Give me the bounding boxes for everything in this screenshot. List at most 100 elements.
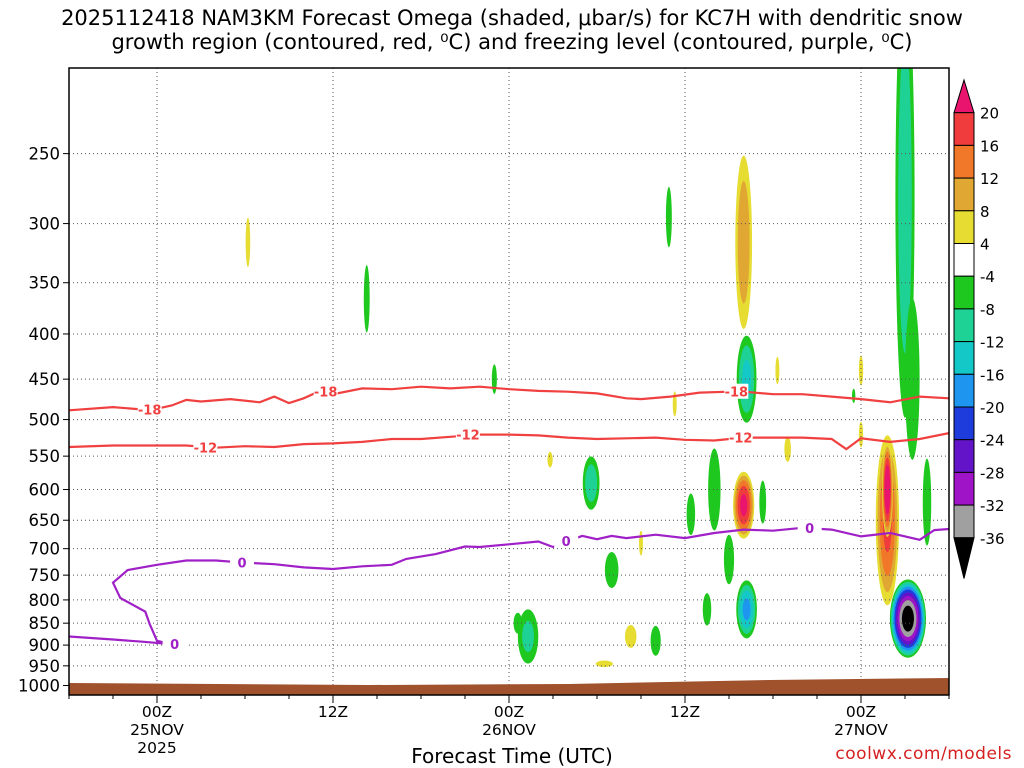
contour-line-0 — [69, 526, 949, 646]
y-tick-label: 350 — [29, 274, 61, 293]
omega-cell-9-0 — [624, 625, 637, 648]
y-tick-label: 600 — [29, 481, 61, 500]
colorbar-label: 20 — [980, 105, 999, 123]
x-tick-label: 12Z — [670, 703, 700, 721]
contour-label--18: -18 — [725, 386, 749, 401]
contour-label-bg-2-3 — [797, 519, 822, 535]
contour-label-0: 0 — [170, 638, 179, 653]
y-tick-label: 450 — [29, 370, 61, 389]
x-tick-label: 25NOV — [130, 721, 184, 739]
omega-cell-13-0 — [672, 391, 677, 417]
contour-label--12: -12 — [729, 432, 753, 447]
y-tick-label: 250 — [29, 145, 61, 164]
omega-cell-6-1 — [585, 464, 598, 502]
omega-cell-21-3 — [742, 598, 751, 621]
contour-label--12: -12 — [456, 429, 480, 444]
y-tick-label: 750 — [29, 566, 61, 585]
omega-cell-2-0 — [491, 364, 497, 394]
omega-cell-25-0 — [851, 388, 856, 403]
colorbar: 20 16 12 8 4 -4 -8 -12 -16 -20 -24 -28 -32 -36 — [953, 78, 1005, 579]
contour-label-bg-1-2 — [728, 429, 753, 445]
y-tick-label: 550 — [29, 447, 61, 466]
colorbar-swatch — [953, 439, 975, 473]
contour-label-0: 0 — [238, 557, 247, 572]
omega-cell-16-0 — [702, 593, 712, 626]
y-tick-label: 850 — [29, 614, 61, 633]
ground-terrain — [69, 678, 949, 695]
colorbar-swatch — [953, 308, 975, 343]
contour-label-0: 0 — [562, 535, 571, 550]
omega-cell-18-1 — [737, 180, 750, 304]
colorbar-label: 16 — [980, 137, 999, 155]
contour-label--12: -12 — [194, 442, 218, 457]
colorbar-swatch — [953, 210, 975, 245]
omega-cell-24-0 — [784, 436, 791, 462]
x-tick-label: 2025 — [137, 739, 176, 757]
colorbar-label: -16 — [980, 366, 1005, 384]
y-tick-label: 700 — [29, 540, 61, 559]
contour-label-bg-0-2 — [724, 383, 749, 399]
colorbar-label: 8 — [980, 203, 990, 221]
x-tick-label: 00Z — [494, 703, 524, 721]
x-tick-label: 26NOV — [482, 721, 536, 739]
colorbar-swatch — [953, 112, 975, 146]
colorbar-swatch — [953, 373, 975, 408]
colorbar-swatch — [953, 243, 975, 277]
y-axis: 250 300 350 400 450 500 550 600 650 700 750 800 850 9… — [18, 145, 69, 696]
colorbar-swatch — [953, 144, 975, 179]
omega-cell-14-0 — [686, 493, 696, 536]
contour-label-bg-1-1 — [455, 426, 480, 442]
omega-cell-22-0 — [759, 480, 767, 524]
chart-title-line1: 2025112418 NAM3KM Forecast Omega (shaded… — [61, 6, 963, 30]
credit-link[interactable]: coolwx.com/models — [835, 744, 1012, 764]
omega-cell-5-1 — [522, 620, 534, 653]
grid-lines — [69, 68, 949, 695]
contour-label--18: -18 — [314, 386, 338, 401]
terrain-fill — [69, 678, 949, 695]
contour-label-bg-1-0 — [193, 439, 218, 455]
colorbar-label: -4 — [980, 268, 995, 286]
contour-label-bg-0-1 — [313, 383, 338, 399]
y-tick-label: 650 — [29, 511, 61, 530]
omega-shading-layer — [245, 68, 932, 668]
colorbar-cap-top — [953, 78, 975, 114]
omega-cell-32-0 — [905, 298, 920, 460]
colorbar-swatch — [953, 177, 975, 212]
y-tick-label: 300 — [29, 215, 61, 234]
colorbar-label: -20 — [980, 399, 1005, 417]
colorbar-label: -36 — [980, 530, 1005, 548]
colorbar-swatch — [953, 471, 975, 506]
omega-cell-12-0 — [665, 186, 672, 248]
y-tick-label: 800 — [29, 591, 61, 610]
omega-cell-0-0 — [245, 217, 251, 267]
contour-label-bg-2-2 — [162, 636, 187, 652]
omega-cell-33-0 — [922, 458, 932, 546]
omega-cell-4-0 — [547, 451, 553, 468]
x-tick-label: 12Z — [318, 703, 348, 721]
contour-label-0: 0 — [805, 522, 814, 537]
y-tick-label: 1000 — [18, 677, 60, 696]
y-tick-label: 950 — [29, 657, 61, 676]
contour-label--18: -18 — [138, 403, 162, 418]
colorbar-label: -32 — [980, 497, 1005, 515]
omega-cell-29-4 — [884, 464, 891, 515]
omega-cell-30-8 — [901, 605, 914, 632]
colorbar-cap-bottom — [953, 537, 975, 579]
contour-label-bg-2-1 — [554, 532, 579, 548]
omega-cell-17-0 — [723, 534, 735, 585]
omega-cell-23-0 — [775, 356, 780, 385]
colorbar-swatch — [953, 275, 975, 310]
contour-lines: -18 -18 -18 -12 -12 -12 0 0 0 0 — [69, 383, 949, 653]
omega-cell-27-0 — [858, 421, 864, 448]
colorbar-swatch — [953, 341, 975, 375]
y-tick-label: 500 — [29, 411, 61, 430]
omega-cell-19-4 — [740, 494, 748, 517]
omega-cell-7-0 — [604, 551, 619, 588]
y-tick-label: 400 — [29, 325, 61, 344]
colorbar-label: 12 — [980, 170, 999, 188]
omega-cell-8-0 — [595, 660, 613, 668]
omega-cell-26-0 — [858, 355, 864, 386]
omega-cell-31-1 — [898, 68, 912, 354]
